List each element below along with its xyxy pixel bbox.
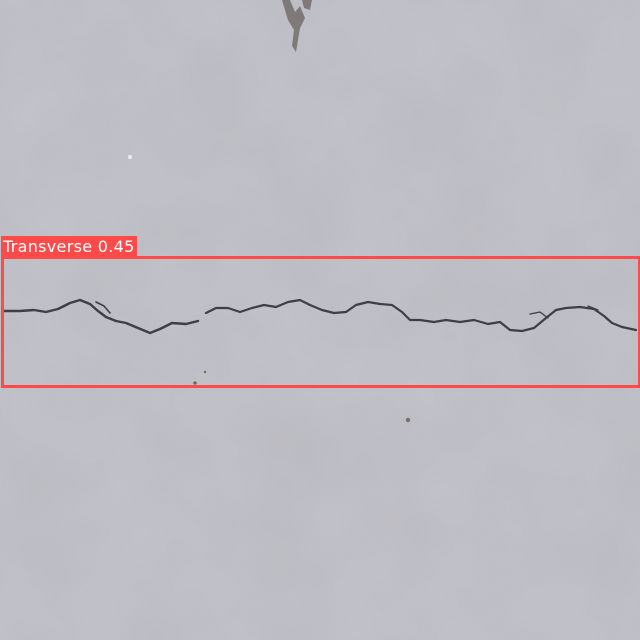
speck <box>405 417 411 423</box>
speck <box>203 370 207 374</box>
speck <box>193 381 197 385</box>
top-stain <box>282 0 312 52</box>
detection-score: 0.45 <box>97 237 135 256</box>
crack <box>2 298 638 335</box>
detection-label: Transverse 0.45 <box>1 236 137 256</box>
speck <box>128 155 132 159</box>
detection-class: Transverse <box>3 237 93 256</box>
